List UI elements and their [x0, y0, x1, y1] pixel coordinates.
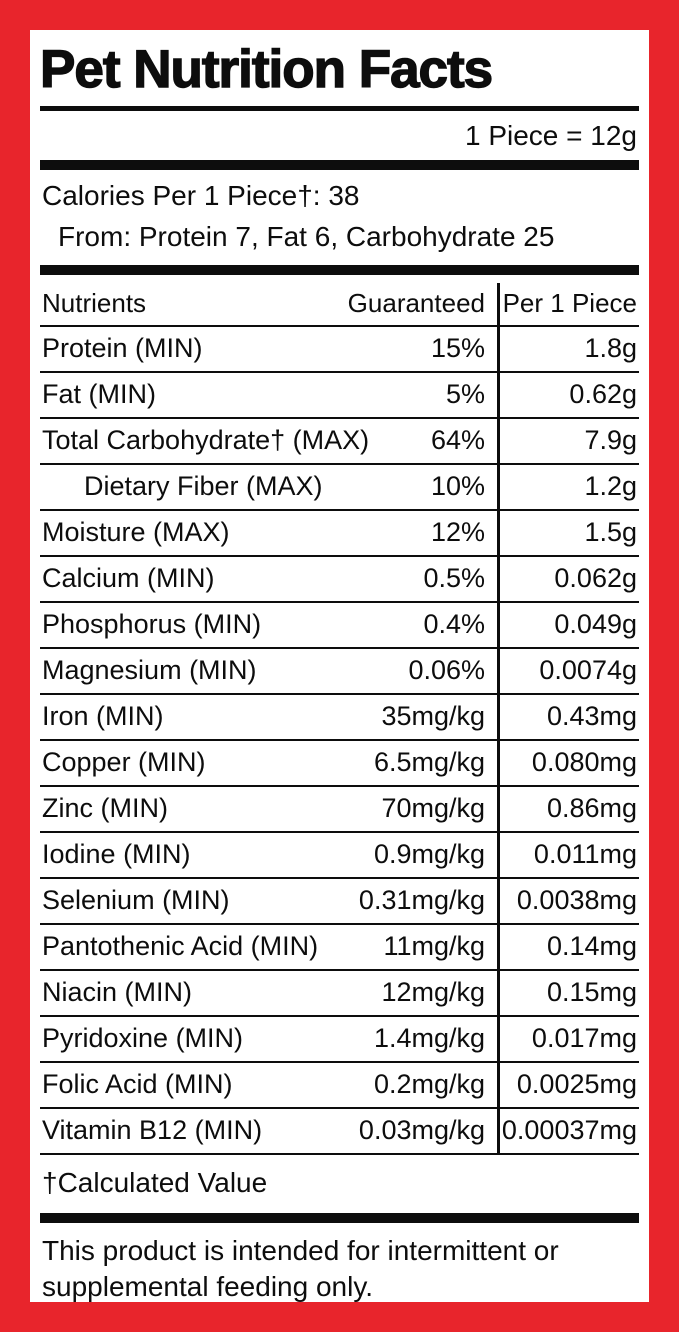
nutrient-name: Magnesium (MIN)	[42, 655, 257, 686]
table-row: Pyridoxine (MIN) 1.4mg/kg 0.017mg	[40, 1016, 639, 1063]
guaranteed-value: 70mg/kg	[381, 793, 485, 824]
guaranteed-value: 12mg/kg	[381, 977, 485, 1008]
guaranteed-value: 5%	[445, 379, 485, 410]
per-piece-value: 7.9g	[497, 418, 639, 463]
nutrients-table: Nutrients Guaranteed Per 1 Piece Protein…	[40, 282, 639, 1155]
section-divider-bar-middle	[40, 264, 639, 275]
table-row: Fat (MIN) 5% 0.62g	[40, 372, 639, 419]
table-row: Moisture (MAX) 12% 1.5g	[40, 510, 639, 557]
per-piece-value: 0.049g	[497, 602, 639, 647]
nutrient-name: Moisture (MAX)	[42, 517, 230, 548]
guaranteed-value: 0.31mg/kg	[358, 885, 485, 916]
table-row: Iodine (MIN) 0.9mg/kg 0.011mg	[40, 832, 639, 879]
guaranteed-value: 1.4mg/kg	[373, 1023, 485, 1054]
nutrient-name: Phosphorus (MIN)	[42, 609, 262, 640]
calories-line: Calories Per 1 Piece†: 38	[42, 179, 360, 211]
per-piece-value: 0.080mg	[497, 740, 639, 785]
table-row: Protein (MIN) 15% 1.8g	[40, 326, 639, 373]
guaranteed-value: 15%	[430, 333, 485, 364]
label-title: Pet Nutrition Facts	[39, 40, 494, 99]
table-row: Folic Acid (MIN) 0.2mg/kg 0.0025mg	[40, 1062, 639, 1109]
nutrient-name: Protein (MIN)	[42, 333, 203, 364]
table-row: Calcium (MIN) 0.5% 0.062g	[40, 556, 639, 603]
header-nutrients: Nutrients	[42, 288, 147, 319]
nutrient-name: Folic Acid (MIN)	[42, 1069, 233, 1100]
guaranteed-value: 12%	[430, 517, 485, 548]
footnote-calculated-value: †Calculated Value	[42, 1166, 268, 1198]
guaranteed-value: 0.9mg/kg	[373, 839, 485, 870]
nutrient-name: Selenium (MIN)	[42, 885, 230, 916]
per-piece-value: 0.062g	[497, 556, 639, 601]
table-row: Dietary Fiber (MAX) 10% 1.2g	[40, 464, 639, 511]
feeding-disclaimer: This product is intended for intermitten…	[42, 1234, 559, 1303]
guaranteed-value: 10%	[430, 471, 485, 502]
table-row: Zinc (MIN) 70mg/kg 0.86mg	[40, 786, 639, 833]
per-piece-value: 0.0038mg	[497, 878, 639, 923]
section-divider-bar-top	[40, 159, 639, 170]
nutrient-name: Niacin (MIN)	[42, 977, 193, 1008]
per-piece-value: 0.15mg	[497, 970, 639, 1015]
nutrient-name: Vitamin B12 (MIN)	[42, 1115, 263, 1146]
nutrient-name: Total Carbohydrate† (MAX)	[42, 425, 370, 456]
guaranteed-value: 6.5mg/kg	[373, 747, 485, 778]
per-piece-value: 1.5g	[497, 510, 639, 555]
nutrient-name: Copper (MIN)	[42, 747, 206, 778]
table-row: Pantothenic Acid (MIN) 11mg/kg 0.14mg	[40, 924, 639, 971]
nutrient-name: Pyridoxine (MIN)	[42, 1023, 244, 1054]
per-piece-value: 0.00037mg	[497, 1108, 639, 1153]
per-piece-value: 0.0074g	[497, 648, 639, 693]
nutrient-name: Iodine (MIN)	[42, 839, 191, 870]
table-row: Niacin (MIN) 12mg/kg 0.15mg	[40, 970, 639, 1017]
table-row: Total Carbohydrate† (MAX) 64% 7.9g	[40, 418, 639, 465]
per-piece-value: 0.14mg	[497, 924, 639, 969]
section-divider-bar-bottom	[40, 1212, 639, 1223]
per-piece-value: 1.2g	[497, 464, 639, 509]
guaranteed-value: 64%	[430, 425, 485, 456]
per-piece-value: 0.43mg	[497, 694, 639, 739]
per-piece-value: 0.62g	[497, 372, 639, 417]
table-row: Vitamin B12 (MIN) 0.03mg/kg 0.00037mg	[40, 1108, 639, 1155]
per-piece-value: 0.017mg	[497, 1016, 639, 1061]
nutrient-name: Zinc (MIN)	[42, 793, 168, 824]
table-row: Copper (MIN) 6.5mg/kg 0.080mg	[40, 740, 639, 787]
nutrient-name: Calcium (MIN)	[42, 563, 215, 594]
table-row: Phosphorus (MIN) 0.4% 0.049g	[40, 602, 639, 649]
nutrient-name: Dietary Fiber (MAX)	[84, 471, 323, 502]
nutrients-table-body: Protein (MIN) 15% 1.8g Fat (MIN) 5% 0.62…	[40, 326, 639, 1155]
guaranteed-value: 0.03mg/kg	[358, 1115, 485, 1146]
guaranteed-value: 0.5%	[423, 563, 485, 594]
table-header-row: Nutrients Guaranteed Per 1 Piece	[40, 282, 639, 327]
per-piece-value: 0.0025mg	[497, 1062, 639, 1107]
table-row: Iron (MIN) 35mg/kg 0.43mg	[40, 694, 639, 741]
label-panel: Pet Nutrition Facts 1 Piece = 12g Calori…	[30, 30, 649, 1302]
nutrient-name: Pantothenic Acid (MIN)	[42, 931, 319, 962]
calories-from-line: From: Protein 7, Fat 6, Carbohydrate 25	[58, 221, 555, 253]
table-row: Magnesium (MIN) 0.06% 0.0074g	[40, 648, 639, 695]
per-piece-value: 0.011mg	[497, 832, 639, 877]
guaranteed-value: 0.4%	[423, 609, 485, 640]
nutrient-name: Fat (MIN)	[42, 379, 156, 410]
calories-block: Calories Per 1 Piece†: 38 From: Protein …	[40, 170, 639, 265]
table-row: Selenium (MIN) 0.31mg/kg 0.0038mg	[40, 878, 639, 925]
title-divider-rule	[40, 105, 639, 111]
guaranteed-value: 35mg/kg	[381, 701, 485, 732]
guaranteed-value: 0.06%	[408, 655, 485, 686]
header-per-piece: Per 1 Piece	[497, 282, 639, 325]
per-piece-value: 1.8g	[497, 326, 639, 371]
guaranteed-value: 11mg/kg	[383, 931, 485, 962]
serving-size: 1 Piece = 12g	[464, 119, 637, 151]
guaranteed-value: 0.2mg/kg	[373, 1069, 485, 1100]
header-guaranteed: Guaranteed	[347, 288, 485, 319]
per-piece-value: 0.86mg	[497, 786, 639, 831]
nutrient-name: Iron (MIN)	[42, 701, 164, 732]
